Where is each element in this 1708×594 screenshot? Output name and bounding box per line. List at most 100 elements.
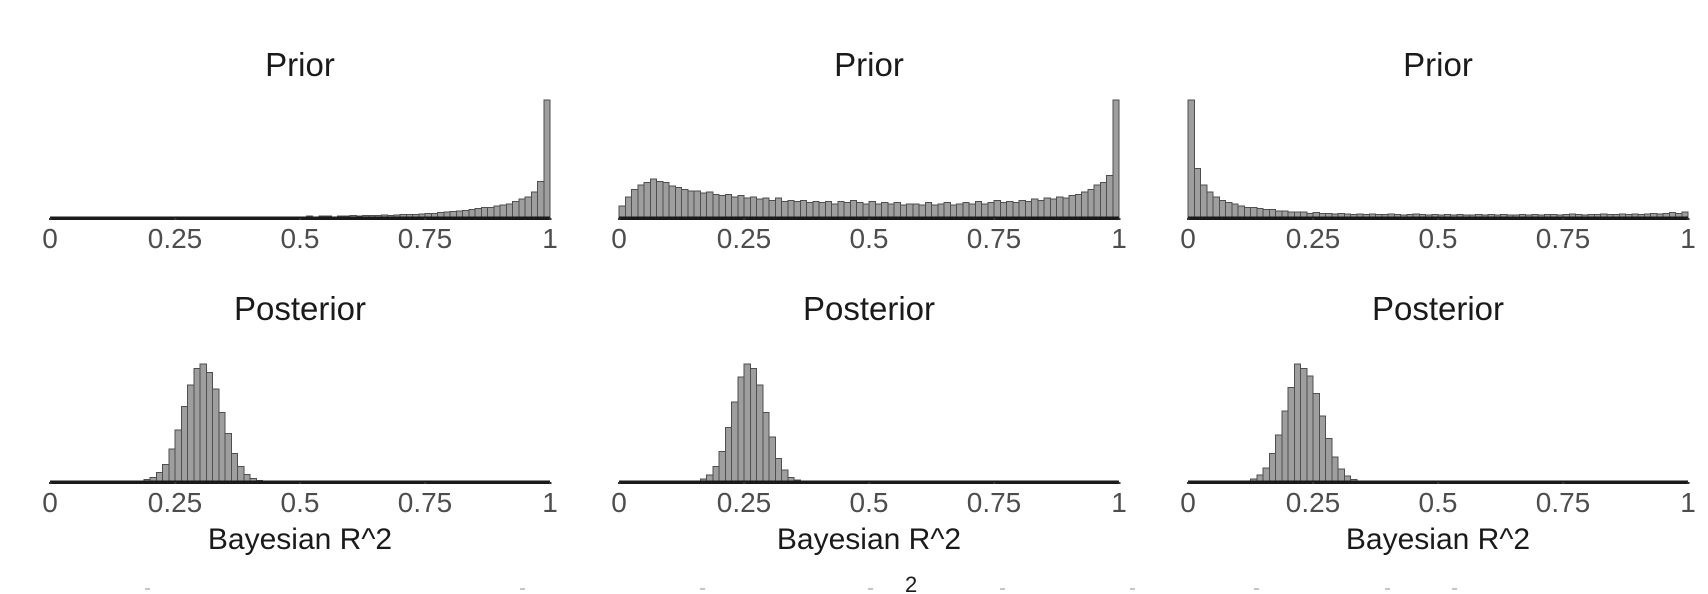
histogram-bar xyxy=(1237,205,1245,219)
histogram-bar xyxy=(1024,200,1032,219)
histogram-bar xyxy=(1187,99,1195,219)
x-axis-tick-labels: 0 0.25 0.5 0.75 1 xyxy=(1138,484,1707,522)
histogram-bar xyxy=(1037,199,1045,219)
histogram-bar xyxy=(1337,468,1345,483)
bayesian-r2-figure: Prior 0 0.25 0.5 0.75 1 Prior 0 0.25 0.5 0.75 1 … xyxy=(0,0,1708,562)
x-tick-label: 0.5 xyxy=(280,223,320,254)
histogram-bar xyxy=(499,204,507,219)
histogram-bar xyxy=(1218,199,1226,219)
histogram-bar xyxy=(781,469,789,483)
histogram-bar xyxy=(1093,184,1101,219)
x-tick-label: 0 xyxy=(42,487,58,518)
posterior-row: Posterior 0 0.25 0.5 0.75 1 Bayesian R^2 Pos… xyxy=(0,258,1708,562)
x-tick-label: 0 xyxy=(1180,487,1196,518)
histogram-bar xyxy=(524,196,532,219)
histogram-bar xyxy=(743,197,751,219)
histogram-bar xyxy=(724,193,732,219)
histogram-bar xyxy=(224,433,232,483)
x-tick-label: 0.75 xyxy=(1535,223,1591,254)
histogram-bar xyxy=(956,203,964,219)
histogram-bar xyxy=(212,388,220,483)
histogram-bar xyxy=(743,363,751,483)
x-tick-label: 0 xyxy=(42,223,58,254)
prior-left-histogram xyxy=(0,88,569,220)
cropped-text-glyph-top xyxy=(1130,588,1135,590)
x-tick-label: 0.25 xyxy=(1285,223,1341,254)
histogram-bar xyxy=(1325,437,1333,483)
histogram-bar xyxy=(649,178,657,219)
histogram-bar xyxy=(1300,368,1308,483)
histogram-bar xyxy=(1281,410,1289,483)
x-tick-label: 0.75 xyxy=(966,223,1022,254)
histogram-bar xyxy=(1106,175,1114,219)
histogram-bar xyxy=(624,196,632,219)
histogram-bar xyxy=(793,200,801,219)
histogram-bar xyxy=(762,197,770,219)
x-tick-label: 1 xyxy=(1680,223,1696,254)
x-tick-label: 0.75 xyxy=(1535,487,1591,518)
panel-posterior-right: Posterior 0 0.25 0.5 0.75 1 Bayesian R^2 xyxy=(1138,258,1707,562)
histogram-bar xyxy=(899,204,907,219)
x-tick-label: 0.25 xyxy=(1285,487,1341,518)
histogram-bar xyxy=(949,204,957,219)
histogram-bar xyxy=(981,203,989,219)
cropped-text-glyph-top xyxy=(868,588,873,590)
x-tick-label: 0.25 xyxy=(147,487,203,518)
x-tick-label: 0.5 xyxy=(849,487,889,518)
histogram-bar xyxy=(1312,393,1320,483)
histogram-bar xyxy=(974,200,982,219)
x-tick-label: 1 xyxy=(1111,223,1127,254)
histogram-bar xyxy=(712,466,720,483)
x-tick-label: 0.25 xyxy=(147,223,203,254)
panel-posterior-left: Posterior 0 0.25 0.5 0.75 1 Bayesian R^2 xyxy=(0,258,569,562)
x-axis-tick-labels: 0 0.25 0.5 0.75 1 xyxy=(0,220,569,258)
histogram-bar xyxy=(1081,191,1089,219)
histogram-bar xyxy=(205,371,213,483)
histogram-bar xyxy=(943,202,951,219)
histogram-bar xyxy=(199,363,207,483)
histogram-bar xyxy=(887,203,895,219)
x-tick-label: 0.75 xyxy=(397,487,453,518)
histogram-bar xyxy=(768,199,776,219)
x-tick-label: 1 xyxy=(1111,487,1127,518)
histogram-bar xyxy=(737,195,745,219)
x-tick-label: 0.5 xyxy=(1418,487,1458,518)
x-tick-label: 0 xyxy=(1180,223,1196,254)
prior-right-histogram xyxy=(1138,88,1707,220)
histogram-bar xyxy=(174,429,182,483)
histogram-bar xyxy=(1331,456,1339,483)
histogram-bar xyxy=(218,411,226,483)
histogram-bar xyxy=(787,199,795,219)
cropped-text-glyph-top xyxy=(520,588,525,590)
panel-prior-left: Prior 0 0.25 0.5 0.75 1 xyxy=(0,0,569,258)
histogram-bar xyxy=(781,200,789,219)
histogram-bar xyxy=(831,203,839,219)
histogram-bar xyxy=(530,191,538,219)
cropped-text-glyph-top xyxy=(1000,588,1005,590)
histogram-bar xyxy=(168,448,176,483)
histogram-bar xyxy=(731,401,739,483)
histogram-bar xyxy=(1193,167,1201,219)
cropped-text-glyph-top xyxy=(145,588,150,590)
panel-title: Posterior xyxy=(802,290,936,327)
panel-title: Prior xyxy=(1403,46,1473,83)
histogram-bar xyxy=(774,457,782,483)
x-tick-label: 0.5 xyxy=(849,223,889,254)
cropped-text-glyph-top xyxy=(700,588,705,590)
histogram-bar xyxy=(512,200,520,219)
histogram-bar xyxy=(918,204,926,219)
histogram-bar xyxy=(543,99,551,219)
histogram-bar xyxy=(1287,387,1295,483)
histogram-bar xyxy=(749,196,757,219)
histogram-bar xyxy=(237,466,245,483)
histogram-bar xyxy=(812,200,820,219)
panel-title: Prior xyxy=(265,46,335,83)
histogram-bar xyxy=(712,193,720,219)
histogram-bar xyxy=(824,200,832,219)
histogram-bar xyxy=(162,463,170,483)
histogram-bar xyxy=(643,182,651,219)
x-tick-label: 0.25 xyxy=(716,223,772,254)
histogram-bar xyxy=(718,195,726,219)
histogram-bar xyxy=(1112,99,1120,219)
histogram-bar xyxy=(718,450,726,483)
